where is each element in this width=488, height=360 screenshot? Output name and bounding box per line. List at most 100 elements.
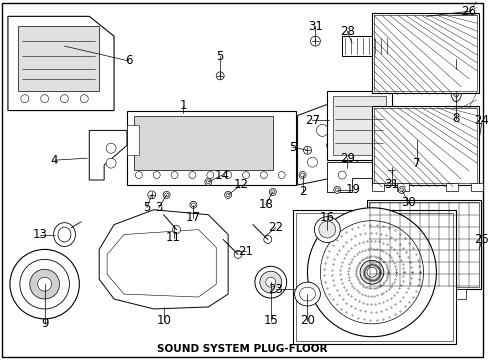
- Text: 9: 9: [41, 317, 48, 330]
- Circle shape: [188, 172, 196, 179]
- Circle shape: [242, 172, 249, 179]
- Circle shape: [106, 143, 116, 153]
- Circle shape: [30, 269, 60, 299]
- Circle shape: [335, 188, 339, 192]
- Text: 22: 22: [268, 221, 283, 234]
- Circle shape: [61, 95, 68, 103]
- Text: 27: 27: [305, 114, 319, 127]
- Bar: [366, 289, 386, 299]
- Circle shape: [269, 188, 276, 195]
- Text: 4: 4: [51, 154, 58, 167]
- Circle shape: [189, 201, 197, 208]
- Text: 31: 31: [307, 20, 322, 33]
- Text: 6: 6: [125, 54, 132, 67]
- Text: 2: 2: [298, 185, 305, 198]
- Text: 23: 23: [268, 283, 283, 296]
- Circle shape: [191, 203, 195, 207]
- Text: 5: 5: [143, 201, 150, 214]
- Ellipse shape: [265, 277, 275, 287]
- Text: 5: 5: [216, 50, 224, 63]
- Bar: [366, 200, 480, 289]
- Text: 17: 17: [185, 211, 201, 224]
- Bar: [371, 105, 478, 185]
- Circle shape: [325, 142, 332, 148]
- Text: 12: 12: [233, 179, 248, 192]
- Circle shape: [106, 158, 116, 168]
- Text: 31: 31: [384, 179, 398, 192]
- Text: 1: 1: [180, 99, 187, 112]
- Circle shape: [224, 192, 231, 198]
- Text: 29: 29: [339, 152, 354, 165]
- Polygon shape: [297, 101, 361, 185]
- Circle shape: [320, 221, 423, 324]
- Text: 14: 14: [214, 168, 229, 181]
- Bar: [373, 15, 476, 91]
- Circle shape: [264, 235, 271, 243]
- Text: 3: 3: [155, 201, 162, 214]
- Circle shape: [333, 186, 340, 193]
- Text: 19: 19: [345, 183, 360, 197]
- Text: 18: 18: [258, 198, 273, 211]
- Circle shape: [397, 186, 405, 193]
- Text: 25: 25: [474, 233, 488, 246]
- Text: 15: 15: [263, 314, 278, 327]
- Circle shape: [386, 165, 396, 175]
- Circle shape: [359, 260, 383, 284]
- Bar: [295, 213, 452, 341]
- Ellipse shape: [452, 84, 458, 97]
- Bar: [446, 183, 457, 191]
- Circle shape: [303, 146, 311, 154]
- Circle shape: [260, 172, 267, 179]
- Ellipse shape: [314, 217, 340, 243]
- Circle shape: [366, 267, 376, 277]
- Bar: [342, 36, 391, 56]
- Circle shape: [307, 208, 435, 337]
- Text: 26: 26: [460, 5, 475, 18]
- Circle shape: [338, 171, 346, 179]
- Polygon shape: [89, 130, 127, 180]
- Text: 16: 16: [319, 211, 334, 224]
- Text: 11: 11: [166, 231, 181, 244]
- Text: 30: 30: [401, 196, 415, 209]
- Bar: [396, 183, 408, 191]
- Circle shape: [224, 172, 231, 179]
- Bar: [127, 111, 295, 185]
- Circle shape: [270, 190, 274, 194]
- Text: 21: 21: [238, 245, 253, 258]
- Bar: [333, 96, 385, 155]
- Bar: [401, 289, 421, 299]
- Circle shape: [204, 179, 211, 185]
- Ellipse shape: [259, 271, 281, 293]
- Circle shape: [10, 249, 79, 319]
- Circle shape: [278, 172, 285, 179]
- Bar: [326, 91, 391, 160]
- Bar: [134, 116, 272, 170]
- Ellipse shape: [58, 227, 71, 242]
- Bar: [470, 183, 482, 191]
- Bar: [127, 125, 139, 155]
- Circle shape: [147, 191, 155, 199]
- Circle shape: [135, 172, 142, 179]
- Circle shape: [316, 125, 327, 136]
- Ellipse shape: [409, 127, 423, 153]
- Circle shape: [206, 172, 213, 179]
- Circle shape: [307, 157, 317, 167]
- Text: 7: 7: [412, 157, 420, 170]
- Text: 10: 10: [156, 314, 171, 327]
- Circle shape: [153, 172, 160, 179]
- Polygon shape: [99, 210, 228, 309]
- Circle shape: [310, 36, 320, 46]
- Ellipse shape: [450, 80, 461, 102]
- Text: SOUND SYSTEM PLUG-FLOOR: SOUND SYSTEM PLUG-FLOOR: [157, 344, 326, 354]
- Bar: [371, 183, 383, 191]
- Circle shape: [299, 172, 305, 179]
- Ellipse shape: [412, 132, 420, 148]
- Circle shape: [171, 172, 178, 179]
- Bar: [446, 289, 465, 299]
- Bar: [368, 202, 478, 287]
- Circle shape: [41, 95, 48, 103]
- Text: 5: 5: [288, 141, 296, 154]
- Circle shape: [300, 173, 304, 177]
- Polygon shape: [326, 162, 371, 192]
- Polygon shape: [8, 16, 114, 111]
